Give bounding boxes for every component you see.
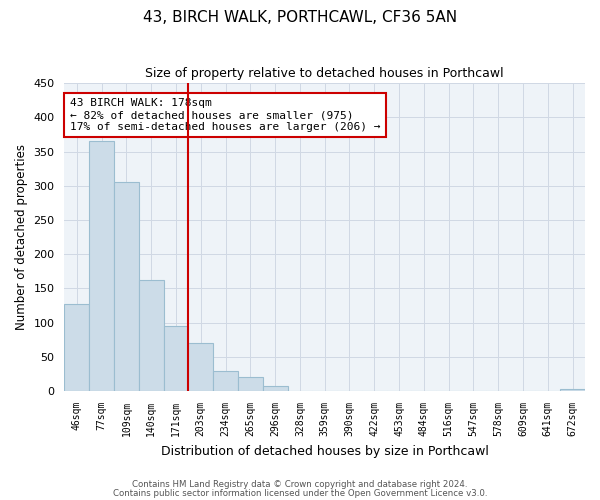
Y-axis label: Number of detached properties: Number of detached properties xyxy=(15,144,28,330)
Bar xyxy=(164,326,188,391)
Text: 43 BIRCH WALK: 178sqm
← 82% of detached houses are smaller (975)
17% of semi-det: 43 BIRCH WALK: 178sqm ← 82% of detached … xyxy=(70,98,380,132)
Bar xyxy=(560,389,585,391)
Text: 43, BIRCH WALK, PORTHCAWL, CF36 5AN: 43, BIRCH WALK, PORTHCAWL, CF36 5AN xyxy=(143,10,457,25)
Bar xyxy=(139,280,164,391)
Bar xyxy=(114,182,139,391)
Text: Contains HM Land Registry data © Crown copyright and database right 2024.: Contains HM Land Registry data © Crown c… xyxy=(132,480,468,489)
Bar xyxy=(213,370,238,391)
Bar xyxy=(64,304,89,391)
Text: Contains public sector information licensed under the Open Government Licence v3: Contains public sector information licen… xyxy=(113,489,487,498)
Bar xyxy=(89,142,114,391)
Bar xyxy=(263,386,287,391)
Title: Size of property relative to detached houses in Porthcawl: Size of property relative to detached ho… xyxy=(145,68,504,80)
Bar xyxy=(188,344,213,391)
Bar xyxy=(238,378,263,391)
X-axis label: Distribution of detached houses by size in Porthcawl: Distribution of detached houses by size … xyxy=(161,444,488,458)
